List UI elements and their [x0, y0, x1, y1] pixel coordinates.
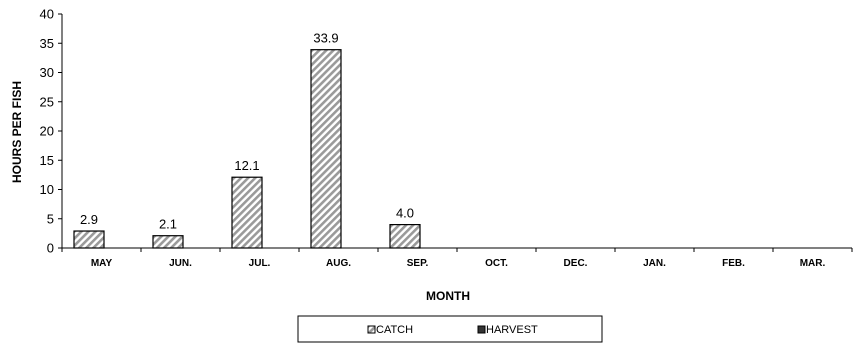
legend-swatch-harvest: [477, 325, 486, 334]
x-tick-label: AUG.: [326, 258, 351, 269]
x-tick-label: JUN.: [169, 258, 192, 269]
bar-catch: [310, 49, 342, 249]
y-tick-label: 5: [47, 211, 54, 226]
legend-label-harvest: HARVEST: [486, 324, 538, 336]
legend: CATCH HARVEST: [297, 315, 603, 343]
data-label: 33.9: [313, 31, 338, 46]
bar-catch: [73, 230, 105, 249]
y-tick-label: 15: [40, 153, 54, 168]
legend-swatch-catch: [367, 325, 376, 334]
x-tick-label: JUL.: [249, 258, 271, 269]
x-tick-label: OCT.: [485, 258, 508, 269]
x-tick-label: FEB.: [722, 258, 745, 269]
plot-area: 0 5 10 15 20 25 30 35 40 MAY JUN. JUL. AUG. SEP. OCT. D…: [40, 7, 853, 269]
x-tick-label: SEP.: [407, 258, 429, 269]
x-tick-label: DEC.: [564, 258, 588, 269]
bar-catch: [389, 224, 421, 249]
y-tick-label: 25: [40, 94, 54, 109]
bar-catch: [231, 176, 263, 249]
data-label: 12.1: [234, 158, 259, 173]
data-label: 2.1: [159, 217, 177, 232]
legend-box: [297, 315, 603, 343]
y-tick-label: 0: [47, 241, 54, 256]
data-label: 4.0: [396, 206, 414, 221]
x-axis-title: MONTH: [426, 289, 470, 303]
bar-catch: [152, 235, 184, 249]
y-tick-label: 30: [40, 65, 54, 80]
y-axis-title: HOURS PER FISH: [10, 81, 24, 183]
y-tick-label: 20: [40, 124, 54, 139]
y-tick-label: 40: [40, 7, 54, 22]
x-tick-label: MAY: [91, 258, 113, 269]
y-tick-label: 10: [40, 182, 54, 197]
legend-label-catch: CATCH: [376, 324, 413, 336]
data-label: 2.9: [80, 212, 98, 227]
y-tick-label: 35: [40, 36, 54, 51]
x-tick-label: JAN.: [643, 258, 666, 269]
x-tick-label: MAR.: [800, 258, 826, 269]
